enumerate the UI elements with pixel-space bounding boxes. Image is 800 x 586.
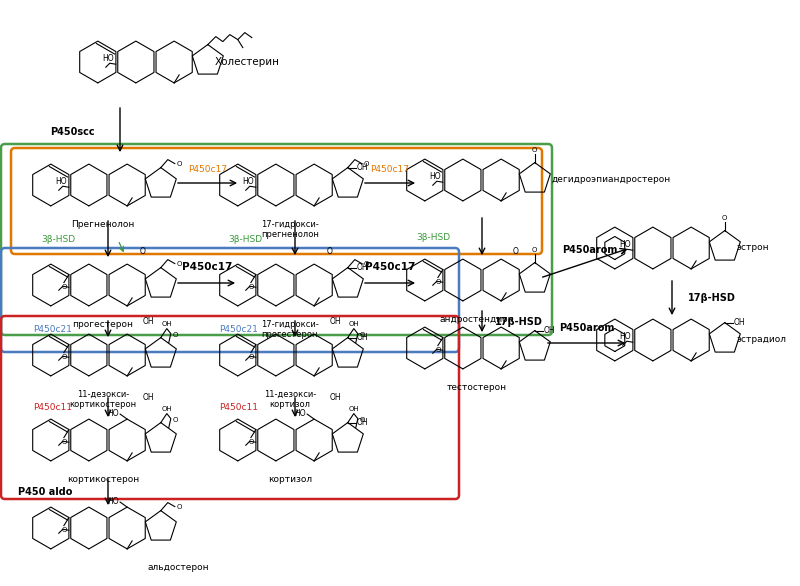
Text: OH: OH (357, 163, 369, 172)
Text: HO: HO (55, 176, 67, 186)
Text: прогестерон: прогестерон (73, 320, 134, 329)
Text: 17-гидрокси-
прегненолон: 17-гидрокси- прегненолон (261, 220, 319, 240)
Text: OH: OH (349, 321, 359, 326)
Text: 3β-HSD: 3β-HSD (41, 236, 75, 244)
Text: Прегненолон: Прегненолон (71, 220, 134, 229)
Text: андростендион: андростендион (440, 315, 514, 324)
Text: O: O (435, 346, 441, 353)
Text: кортизол: кортизол (268, 475, 312, 484)
Text: OH: OH (162, 406, 172, 411)
Text: HO: HO (242, 176, 254, 186)
Text: O: O (722, 214, 727, 220)
Text: эстрон: эстрон (737, 244, 770, 253)
Text: 17β-HSD: 17β-HSD (688, 293, 736, 303)
Text: Холестерин: Холестерин (215, 57, 280, 67)
Text: O: O (177, 161, 182, 166)
Text: тестостерон: тестостерон (447, 383, 507, 392)
Text: P450c17: P450c17 (365, 262, 415, 272)
Text: кортикостерон: кортикостерон (67, 475, 139, 484)
Text: O: O (513, 247, 519, 257)
Text: P450c11: P450c11 (219, 404, 258, 413)
Text: P450arom: P450arom (559, 323, 614, 333)
Text: O: O (62, 284, 66, 289)
Text: O: O (532, 146, 538, 152)
Text: P450c17: P450c17 (189, 165, 227, 174)
Text: HO: HO (294, 408, 306, 418)
Text: HO: HO (107, 408, 119, 418)
Text: P450c17: P450c17 (182, 262, 232, 272)
Text: O: O (248, 284, 254, 289)
Text: HO: HO (107, 496, 119, 506)
Text: O: O (173, 332, 178, 338)
Text: эстрадиол: эстрадиол (737, 336, 787, 345)
Text: OH: OH (162, 321, 172, 326)
Text: дегидроэпиандростерон: дегидроэпиандростерон (552, 175, 671, 185)
Text: O: O (248, 353, 254, 360)
Text: O: O (360, 332, 365, 338)
Text: 11-дезокси-
кортикостерон: 11-дезокси- кортикостерон (70, 390, 137, 410)
Text: O: O (364, 161, 369, 166)
Text: P450arom: P450arom (562, 245, 618, 255)
Text: P450c21: P450c21 (33, 325, 72, 335)
Text: HO: HO (619, 332, 631, 340)
Text: O: O (435, 278, 441, 285)
Text: OH: OH (544, 326, 555, 335)
Text: OH: OH (143, 318, 154, 326)
Text: OH: OH (330, 318, 342, 326)
Text: O: O (177, 261, 182, 267)
Text: O: O (62, 527, 66, 533)
Text: O: O (532, 247, 538, 253)
Text: 17β-HSD: 17β-HSD (495, 317, 543, 327)
Text: OH: OH (357, 263, 369, 272)
Text: HO: HO (430, 172, 441, 180)
Text: OH: OH (349, 406, 359, 411)
Text: P450 aldo: P450 aldo (18, 487, 72, 497)
Text: P450c21: P450c21 (219, 325, 258, 335)
Text: HO: HO (619, 240, 631, 248)
Text: альдостерон: альдостерон (148, 563, 210, 572)
Text: OH: OH (330, 394, 342, 403)
Text: OH: OH (357, 418, 369, 427)
Text: HO: HO (102, 53, 114, 63)
Text: 11-дезокси-
кортизол: 11-дезокси- кортизол (264, 390, 316, 410)
Text: 3β-HSD: 3β-HSD (416, 233, 450, 241)
Text: OH: OH (143, 394, 154, 403)
Text: O: O (364, 261, 369, 267)
Text: O: O (248, 438, 254, 445)
Text: O: O (62, 353, 66, 360)
Text: 3β-HSD: 3β-HSD (228, 236, 262, 244)
Text: OH: OH (734, 318, 746, 327)
Text: P450c11: P450c11 (33, 404, 72, 413)
Text: P450scc: P450scc (50, 127, 95, 137)
Text: P450c17: P450c17 (370, 165, 410, 174)
Text: O: O (360, 417, 365, 423)
Text: OH: OH (357, 333, 369, 342)
Text: O: O (327, 247, 333, 257)
Text: 17-гидрокси-
прогестерон: 17-гидрокси- прогестерон (261, 320, 319, 339)
Text: O: O (140, 247, 146, 257)
Text: O: O (62, 438, 66, 445)
Text: O: O (177, 503, 182, 510)
Text: O: O (173, 417, 178, 423)
